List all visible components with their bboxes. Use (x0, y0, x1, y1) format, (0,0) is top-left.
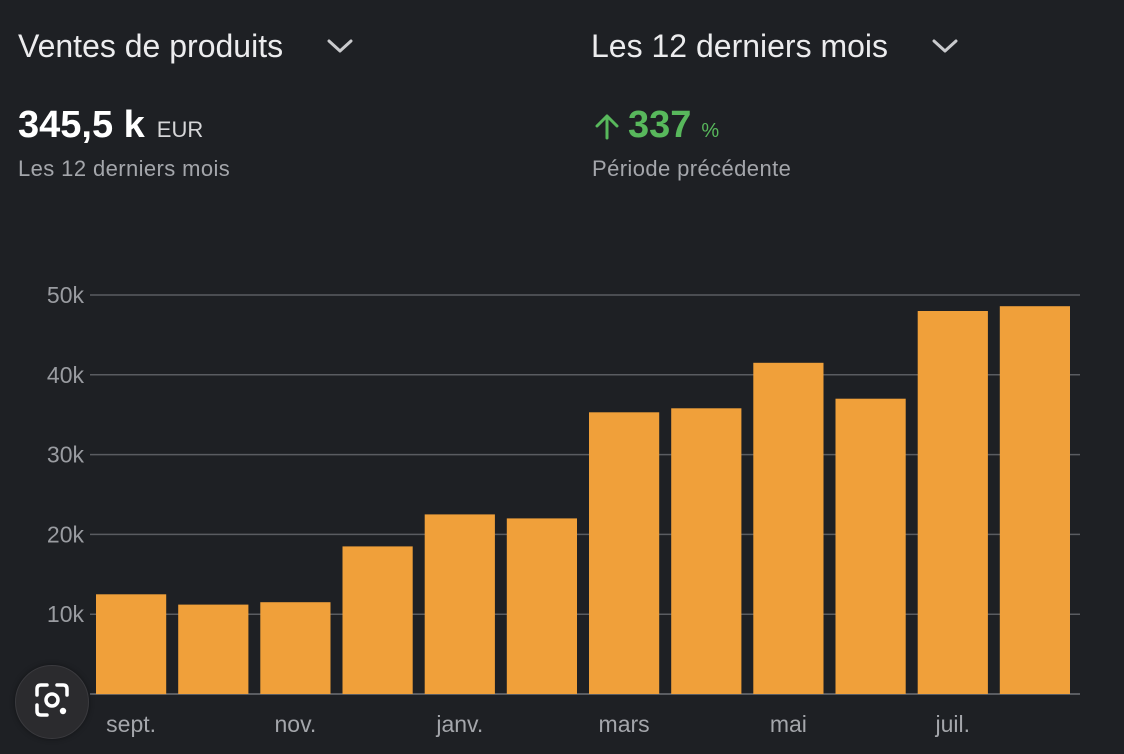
change-value-row: 337 % (592, 104, 791, 148)
chevron-down-icon (932, 38, 958, 54)
bar-juil[interactable] (917, 311, 988, 694)
bar-juin[interactable] (835, 398, 906, 694)
bar-août[interactable] (999, 306, 1070, 694)
bar-déc[interactable] (342, 546, 413, 694)
google-lens-icon (33, 681, 71, 724)
change-value: 337 (628, 104, 692, 146)
change-unit: % (701, 120, 720, 142)
total-sales-caption: Les 12 derniers mois (18, 156, 231, 181)
bar-nov[interactable] (260, 602, 331, 694)
y-tick-label: 10k (47, 601, 85, 627)
bar-sept[interactable] (96, 594, 167, 695)
bar-févr[interactable] (506, 518, 577, 694)
change-caption: Période précédente (592, 156, 792, 181)
bar-oct[interactable] (178, 604, 249, 694)
total-sales-value: 345,5 k (18, 104, 145, 146)
arrow-up-icon (592, 111, 622, 141)
bar-mai[interactable] (753, 362, 824, 694)
bar-janv[interactable] (424, 514, 495, 694)
total-sales-value-row: 345,5 k EUR (18, 104, 230, 148)
y-tick-label: 30k (47, 442, 85, 468)
x-tick-label: janv. (435, 711, 483, 737)
x-tick-label: juil. (935, 711, 971, 737)
metric-dropdown-label: Ventes de produits (18, 27, 284, 64)
total-sales-unit: EUR (156, 117, 204, 142)
x-tick-label: mai (770, 711, 807, 737)
x-tick-label: nov. (275, 711, 317, 737)
change-summary: 337 % Période précédente (592, 104, 791, 182)
x-tick-label: sept. (106, 711, 156, 737)
total-sales-summary: 345,5 k EUR Les 12 derniers mois (18, 104, 230, 182)
bar-avr[interactable] (671, 408, 742, 694)
chevron-down-icon (327, 38, 353, 54)
google-lens-button[interactable] (15, 665, 89, 739)
x-tick-label: mars (599, 711, 650, 737)
monthly-sales-bar-chart: 010k20k30k40k50ksept.nov.janv.marsmaijui… (47, 282, 1080, 737)
y-tick-label: 50k (47, 282, 85, 308)
period-dropdown-label: Les 12 derniers mois (591, 27, 889, 64)
bar-mars[interactable] (589, 412, 660, 694)
y-tick-label: 40k (47, 362, 85, 388)
metric-dropdown[interactable]: Ventes de produits (18, 22, 353, 70)
period-dropdown[interactable]: Les 12 derniers mois (591, 22, 958, 70)
y-tick-label: 20k (47, 521, 85, 547)
